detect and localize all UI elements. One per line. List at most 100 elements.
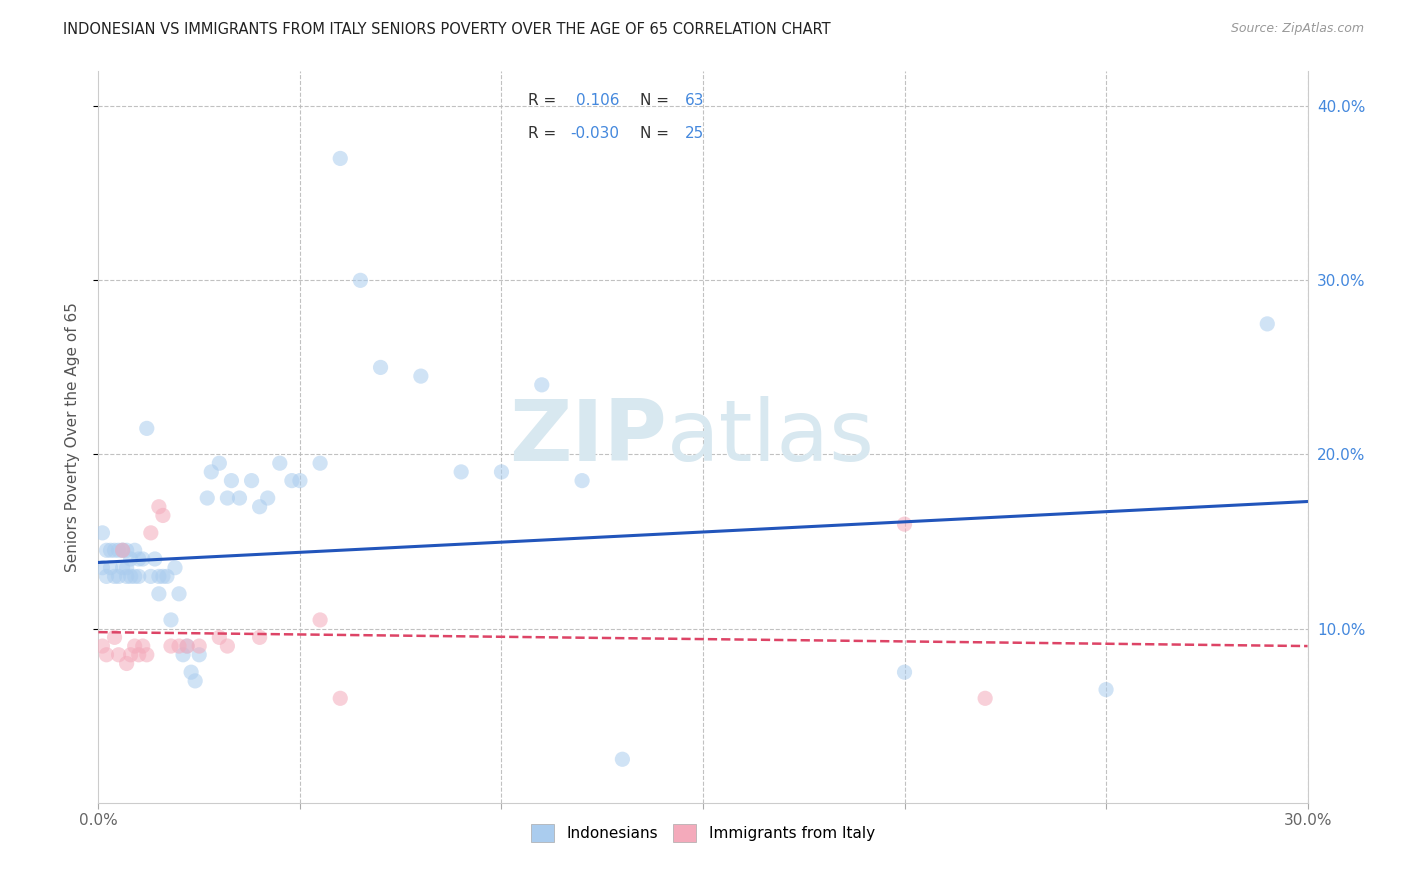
- Point: [107, 569, 129, 583]
- Point: [91, 560, 114, 574]
- Point: [167, 639, 190, 653]
- Point: [128, 552, 150, 566]
- Point: [188, 648, 211, 662]
- Point: [176, 639, 198, 653]
- Point: [172, 648, 194, 662]
- Point: [148, 500, 170, 514]
- Point: [160, 639, 183, 653]
- Point: [217, 491, 239, 505]
- Point: [176, 639, 198, 653]
- Point: [329, 152, 352, 166]
- Point: [139, 525, 162, 540]
- Point: [217, 639, 239, 653]
- Y-axis label: Seniors Poverty Over the Age of 65: Seniors Poverty Over the Age of 65: [65, 302, 80, 572]
- Point: [111, 543, 134, 558]
- Point: [188, 639, 211, 653]
- Point: [91, 639, 114, 653]
- Point: [107, 648, 129, 662]
- Point: [180, 665, 202, 680]
- Point: [115, 543, 138, 558]
- Point: [450, 465, 472, 479]
- Point: [530, 377, 553, 392]
- Text: atlas: atlas: [666, 395, 875, 479]
- Point: [115, 657, 138, 671]
- Point: [107, 543, 129, 558]
- Text: 63: 63: [685, 93, 704, 108]
- Text: ZIP: ZIP: [509, 395, 666, 479]
- Point: [309, 456, 332, 470]
- Point: [163, 560, 186, 574]
- Point: [249, 500, 271, 514]
- Point: [152, 508, 174, 523]
- Point: [893, 517, 915, 532]
- Point: [115, 569, 138, 583]
- Point: [120, 569, 142, 583]
- Point: [1095, 682, 1118, 697]
- Point: [132, 552, 155, 566]
- Point: [148, 569, 170, 583]
- Text: N =: N =: [640, 126, 669, 141]
- Point: [200, 465, 222, 479]
- Point: [111, 543, 134, 558]
- Point: [309, 613, 332, 627]
- Point: [409, 369, 432, 384]
- Point: [152, 569, 174, 583]
- Point: [221, 474, 243, 488]
- Point: [124, 639, 146, 653]
- Point: [349, 273, 371, 287]
- Point: [288, 474, 311, 488]
- Point: [167, 587, 190, 601]
- Point: [240, 474, 263, 488]
- Text: R =: R =: [527, 93, 555, 108]
- Legend: Indonesians, Immigrants from Italy: Indonesians, Immigrants from Italy: [523, 816, 883, 850]
- Point: [103, 569, 125, 583]
- Point: [143, 552, 166, 566]
- Point: [281, 474, 304, 488]
- Text: 25: 25: [685, 126, 704, 141]
- Point: [571, 474, 593, 488]
- Point: [184, 673, 207, 688]
- Point: [103, 543, 125, 558]
- Point: [269, 456, 291, 470]
- Point: [156, 569, 179, 583]
- Point: [103, 631, 125, 645]
- Point: [329, 691, 352, 706]
- Point: [208, 631, 231, 645]
- Point: [256, 491, 278, 505]
- Point: [160, 613, 183, 627]
- Point: [249, 631, 271, 645]
- Point: [893, 665, 915, 680]
- Point: [111, 543, 134, 558]
- Point: [228, 491, 250, 505]
- Point: [120, 552, 142, 566]
- Point: [96, 543, 118, 558]
- Point: [124, 569, 146, 583]
- Point: [132, 639, 155, 653]
- Point: [370, 360, 392, 375]
- Point: [100, 543, 122, 558]
- Text: R =: R =: [527, 126, 555, 141]
- Point: [1256, 317, 1278, 331]
- Point: [96, 569, 118, 583]
- Point: [115, 560, 138, 574]
- Point: [612, 752, 634, 766]
- Text: 0.106: 0.106: [576, 93, 620, 108]
- Point: [111, 560, 134, 574]
- Point: [135, 648, 157, 662]
- Text: Source: ZipAtlas.com: Source: ZipAtlas.com: [1230, 22, 1364, 36]
- Point: [148, 587, 170, 601]
- Point: [491, 465, 513, 479]
- Point: [96, 648, 118, 662]
- Point: [139, 569, 162, 583]
- Point: [100, 560, 122, 574]
- Text: -0.030: -0.030: [569, 126, 619, 141]
- Point: [974, 691, 997, 706]
- Point: [208, 456, 231, 470]
- Text: INDONESIAN VS IMMIGRANTS FROM ITALY SENIORS POVERTY OVER THE AGE OF 65 CORRELATI: INDONESIAN VS IMMIGRANTS FROM ITALY SENI…: [63, 22, 831, 37]
- Point: [128, 569, 150, 583]
- Text: N =: N =: [640, 93, 669, 108]
- Point: [120, 648, 142, 662]
- Point: [91, 525, 114, 540]
- Point: [124, 543, 146, 558]
- Point: [128, 648, 150, 662]
